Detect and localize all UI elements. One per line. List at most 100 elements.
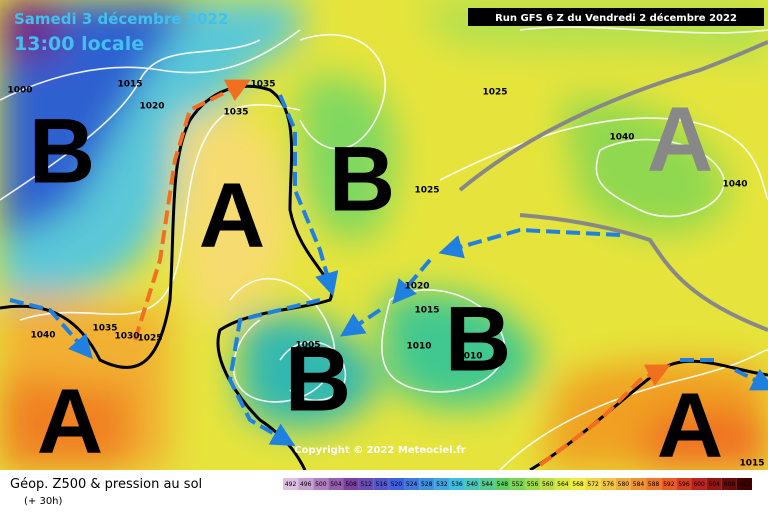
scale-swatch xyxy=(630,478,647,490)
scale-label: 492 xyxy=(285,481,297,488)
scale-label: 548 xyxy=(497,481,509,488)
scale-swatch xyxy=(570,478,586,490)
isobar-label: 1040 xyxy=(30,331,55,341)
scale-swatch xyxy=(691,478,707,490)
isobar-label: 1020 xyxy=(139,102,164,112)
scale-swatch xyxy=(555,478,571,490)
footer xyxy=(0,470,768,512)
scale-swatch xyxy=(388,478,405,490)
isobar-label: 1040 xyxy=(609,133,634,143)
scale-label: 520 xyxy=(391,481,403,488)
scale-label: 580 xyxy=(618,481,630,488)
pressure-center: A xyxy=(657,374,723,476)
pressure-center: B xyxy=(29,100,95,202)
scale-label: 516 xyxy=(376,481,388,488)
scale-label: 540 xyxy=(466,481,478,488)
scale-label: 532 xyxy=(436,481,448,488)
scale-swatch xyxy=(540,478,556,490)
scale-swatch xyxy=(585,478,601,490)
scale-swatch xyxy=(646,478,662,490)
scale-swatch xyxy=(449,478,465,490)
isobar-label: 1010 xyxy=(406,342,431,352)
scale-label: 604 xyxy=(708,481,720,488)
pressure-center: B xyxy=(445,288,511,390)
scale-swatch xyxy=(313,478,329,490)
scale-swatch xyxy=(509,478,526,490)
scale-label: 608 xyxy=(724,481,736,488)
isobar-label: 1020 xyxy=(404,282,429,292)
copyright: Copyright © 2022 Meteociel.fr xyxy=(294,445,465,456)
scale-label: 544 xyxy=(482,481,494,488)
scale-label: 592 xyxy=(663,481,675,488)
isobar-label: 1000 xyxy=(7,86,32,96)
scale-swatch xyxy=(676,478,692,490)
scale-label: 588 xyxy=(648,481,660,488)
pressure-center: B xyxy=(285,328,351,430)
scale-label: 572 xyxy=(587,481,599,488)
scale-swatch xyxy=(419,478,435,490)
pressure-center: A xyxy=(199,164,265,266)
scale-label: 576 xyxy=(603,481,615,488)
scale-swatch xyxy=(661,478,677,490)
scale-swatch xyxy=(373,478,389,490)
scale-label: 568 xyxy=(572,481,584,488)
scale-swatch xyxy=(328,478,344,490)
scale-label: 504 xyxy=(330,481,342,488)
scale-label: 524 xyxy=(406,481,418,488)
scale-swatch xyxy=(615,478,631,490)
scale-label: 564 xyxy=(557,481,569,488)
scale-label: 512 xyxy=(360,481,372,488)
run: Run GFS 6 Z du Vendredi 2 décembre 2022 xyxy=(495,12,737,24)
scale-label: 500 xyxy=(315,481,327,488)
isobar-label: 1015 xyxy=(117,80,142,90)
isobar-label: 1015 xyxy=(739,459,764,469)
scale-swatch xyxy=(479,478,495,490)
scale-label: 496 xyxy=(300,481,312,488)
flow-arrows xyxy=(9,79,765,467)
isobar-label: 1035 xyxy=(92,324,117,334)
isobar-label: 1025 xyxy=(137,334,162,344)
isobar-label: 1030 xyxy=(114,332,139,342)
scale-label: 584 xyxy=(633,481,645,488)
scale-swatch xyxy=(358,478,374,490)
isobar-label: 1040 xyxy=(722,180,747,190)
pressure-center: B xyxy=(329,128,395,230)
scale-swatch xyxy=(298,478,314,490)
scale-swatch xyxy=(343,478,359,490)
isobar-label: 1025 xyxy=(482,88,507,98)
scale-label: 528 xyxy=(421,481,433,488)
scale-label: 552 xyxy=(512,481,524,488)
isobar-label: 1015 xyxy=(414,306,439,316)
scale-label: 596 xyxy=(678,481,690,488)
scale-label: 556 xyxy=(527,481,539,488)
isobar-label: 1035 xyxy=(250,80,275,90)
scale-label: 508 xyxy=(345,481,357,488)
isobar-label: 1025 xyxy=(414,186,439,196)
trough-axis xyxy=(458,40,768,332)
pressure-center: A xyxy=(647,88,713,190)
scale-label: 600 xyxy=(693,481,705,488)
scale-swatch xyxy=(404,478,420,490)
scale-swatch xyxy=(600,478,616,490)
legend-title: Géop. Z500 & pression au sol xyxy=(10,477,202,492)
scale-swatch xyxy=(706,478,722,490)
isobar-label: 1035 xyxy=(223,108,248,118)
legend-subtitle: (+ 30h) xyxy=(24,496,63,507)
scale-label: 536 xyxy=(451,481,463,488)
pressure-center: A xyxy=(37,370,103,472)
scale-swatch xyxy=(494,478,510,490)
time: 13:00 locale xyxy=(14,33,144,55)
scale-swatch xyxy=(736,478,752,490)
scale-swatch xyxy=(721,478,737,490)
scale-swatch xyxy=(464,478,480,490)
isobar-label: 1010 xyxy=(457,352,482,362)
scale-swatch xyxy=(525,478,541,490)
scale-swatch xyxy=(283,478,299,490)
isobar-label: 1005 xyxy=(295,341,320,351)
scale-label: 612 xyxy=(739,481,751,488)
date: Samedi 3 décembre 2022 xyxy=(14,10,228,28)
scale-label: 560 xyxy=(542,481,554,488)
run-box xyxy=(468,8,764,26)
scale-swatch xyxy=(434,478,450,490)
